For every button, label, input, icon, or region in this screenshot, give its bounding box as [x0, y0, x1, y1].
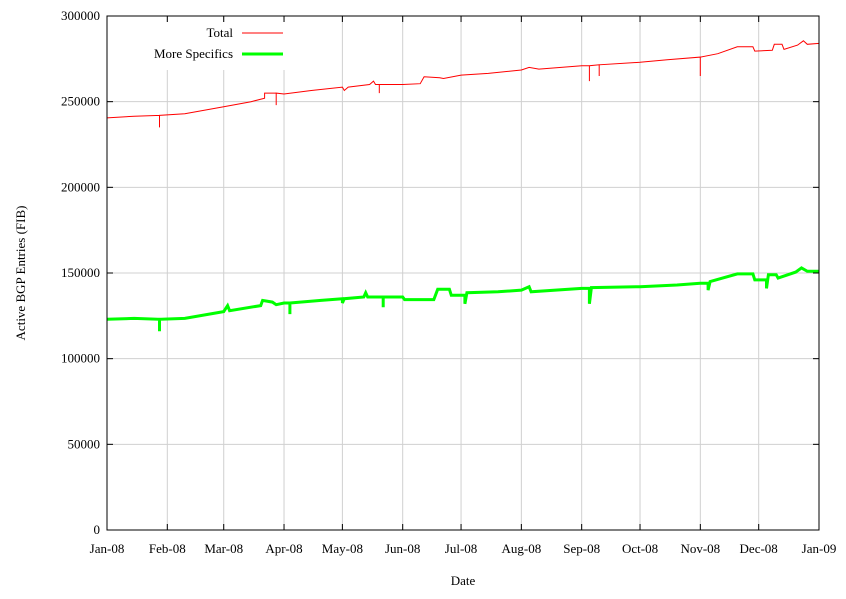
- legend-background: [150, 22, 290, 70]
- legend-label-more-specifics: More Specifics: [154, 46, 233, 61]
- y-tick-label: 200000: [61, 179, 100, 194]
- y-axis: 0 50000 100000 150000 200000 250000 300000: [61, 8, 819, 537]
- x-tick-label: Aug-08: [502, 541, 542, 556]
- x-tick-label: Mar-08: [204, 541, 243, 556]
- legend: Total More Specifics: [154, 25, 283, 61]
- y-tick-label: 250000: [61, 94, 100, 109]
- grid: [106, 15, 820, 531]
- y-axis-label: Active BGP Entries (FIB): [13, 206, 28, 341]
- x-axis-label: Date: [451, 573, 476, 588]
- series-line-total: [106, 40, 820, 128]
- x-tick-label: Feb-08: [149, 541, 186, 556]
- y-tick-label: 150000: [61, 265, 100, 280]
- legend-label-total: Total: [206, 25, 233, 40]
- x-tick-label: Jul-08: [445, 541, 478, 556]
- x-tick-label: Sep-08: [563, 541, 600, 556]
- y-tick-label: 0: [94, 522, 101, 537]
- x-tick-label: Dec-08: [740, 541, 778, 556]
- y-tick-label: 50000: [68, 436, 101, 451]
- x-tick-label: May-08: [322, 541, 363, 556]
- series-line-more-specifics: [106, 266, 819, 332]
- x-tick-label: Apr-08: [265, 541, 302, 556]
- x-tick-label: Oct-08: [622, 541, 658, 556]
- x-axis: Jan-08 Feb-08 Mar-08 Apr-08 May-08 Jun-08 Jul-…: [90, 16, 837, 556]
- y-tick-label: 100000: [61, 351, 100, 366]
- series-layer: [106, 40, 820, 332]
- x-tick-label: Jun-08: [385, 541, 420, 556]
- y-tick-label: 300000: [61, 8, 100, 23]
- x-tick-label: Jan-08: [90, 541, 125, 556]
- x-tick-label: Jan-09: [802, 541, 837, 556]
- x-tick-label: Nov-08: [680, 541, 720, 556]
